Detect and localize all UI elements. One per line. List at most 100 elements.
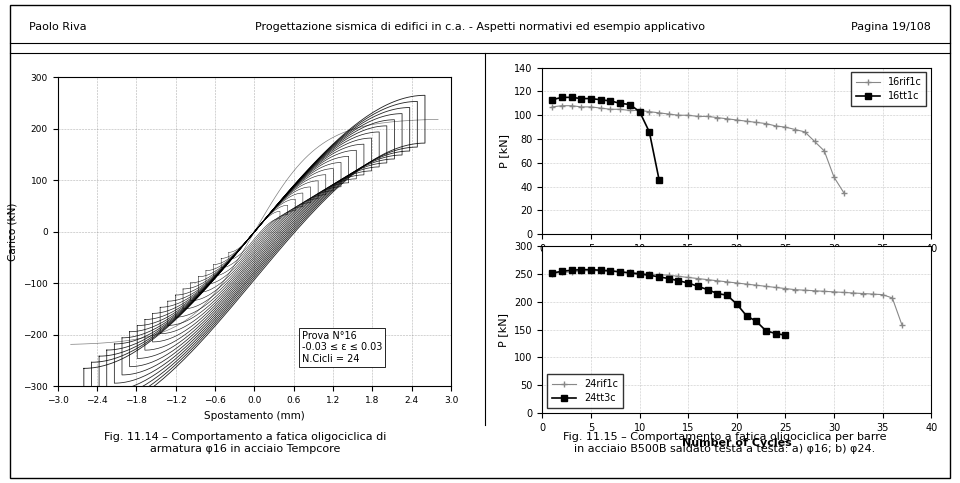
24tt3c — [760, 328, 772, 334]
Text: Pagina 19/108: Pagina 19/108 — [852, 22, 931, 31]
16rif1c — [702, 114, 713, 119]
24rif1c — [751, 282, 762, 288]
16rif1c — [634, 108, 645, 114]
24rif1c — [876, 292, 888, 298]
24rif1c — [556, 270, 567, 275]
24rif1c — [808, 288, 820, 294]
Line: 24tt3c: 24tt3c — [549, 267, 788, 338]
16tt1c — [565, 95, 577, 100]
16tt1c — [575, 96, 587, 101]
X-axis label: Number of Cycles: Number of Cycles — [682, 259, 792, 270]
24rif1c — [780, 285, 791, 291]
24rif1c — [886, 295, 898, 301]
24rif1c — [702, 277, 713, 283]
16rif1c — [663, 111, 675, 117]
16tt1c — [586, 96, 597, 101]
24rif1c — [624, 270, 636, 275]
16tt1c — [556, 95, 567, 100]
16rif1c — [760, 121, 772, 127]
24tt3c — [653, 274, 664, 280]
24rif1c — [565, 269, 577, 275]
24tt3c — [624, 270, 636, 276]
24rif1c — [683, 274, 694, 280]
16tt1c — [546, 97, 558, 103]
24rif1c — [848, 290, 859, 296]
24rif1c — [867, 291, 878, 297]
24tt3c — [565, 267, 577, 273]
Text: Progettazione sismica di edifici in c.a. - Aspetti normativi ed esempio applicat: Progettazione sismica di edifici in c.a.… — [255, 22, 705, 31]
16rif1c — [614, 106, 626, 112]
16rif1c — [838, 190, 850, 196]
16rif1c — [565, 103, 577, 109]
24rif1c — [546, 270, 558, 276]
24tt3c — [721, 292, 732, 298]
X-axis label: Number of Cycles: Number of Cycles — [682, 438, 792, 448]
24tt3c — [711, 291, 723, 297]
16rif1c — [732, 117, 743, 123]
16tt1c — [614, 100, 626, 106]
16tt1c — [624, 101, 636, 107]
Legend: 24rif1c, 24tt3c: 24rif1c, 24tt3c — [547, 374, 623, 408]
Y-axis label: Carico (kN): Carico (kN) — [8, 203, 17, 261]
24rif1c — [711, 278, 723, 284]
16rif1c — [605, 106, 616, 112]
16tt1c — [605, 98, 616, 104]
24tt3c — [732, 301, 743, 307]
24rif1c — [838, 289, 850, 295]
24tt3c — [751, 318, 762, 324]
16rif1c — [683, 113, 694, 118]
24tt3c — [575, 267, 587, 272]
24tt3c — [683, 280, 694, 286]
16rif1c — [819, 148, 830, 154]
16rif1c — [741, 118, 753, 124]
16rif1c — [643, 109, 655, 114]
16rif1c — [808, 139, 820, 144]
24tt3c — [634, 271, 645, 277]
Line: 24rif1c: 24rif1c — [549, 268, 905, 328]
16rif1c — [575, 104, 587, 110]
24rif1c — [741, 281, 753, 287]
24rif1c — [828, 289, 840, 295]
16tt1c — [634, 109, 645, 114]
24rif1c — [770, 284, 781, 290]
24rif1c — [721, 279, 732, 285]
24rif1c — [643, 271, 655, 277]
Legend: 16rif1c, 16tt1c: 16rif1c, 16tt1c — [851, 72, 926, 106]
24rif1c — [799, 287, 810, 293]
24tt3c — [770, 331, 781, 337]
16rif1c — [828, 174, 840, 180]
16rif1c — [673, 113, 684, 118]
16rif1c — [595, 105, 607, 111]
24rif1c — [857, 291, 869, 297]
16rif1c — [780, 124, 791, 130]
16tt1c — [643, 129, 655, 135]
16rif1c — [586, 104, 597, 110]
24rif1c — [732, 280, 743, 286]
16tt1c — [653, 177, 664, 183]
Text: Paolo Riva: Paolo Riva — [29, 22, 86, 31]
24rif1c — [760, 284, 772, 289]
24rif1c — [634, 270, 645, 276]
24rif1c — [605, 269, 616, 274]
16rif1c — [624, 108, 636, 114]
24rif1c — [692, 276, 704, 282]
16rif1c — [789, 127, 801, 132]
24tt3c — [741, 313, 753, 319]
16rif1c — [711, 114, 723, 120]
24tt3c — [780, 332, 791, 338]
24rif1c — [897, 322, 908, 328]
Text: Fig. 11.15 – Comportamento a fatica oligociclica per barre
in acciaio B500B sald: Fig. 11.15 – Comportamento a fatica olig… — [564, 432, 886, 454]
24rif1c — [789, 287, 801, 293]
Line: 16rif1c: 16rif1c — [549, 103, 847, 196]
24tt3c — [595, 267, 607, 273]
24tt3c — [546, 270, 558, 276]
24rif1c — [663, 272, 675, 278]
16rif1c — [692, 114, 704, 119]
24tt3c — [702, 287, 713, 293]
24rif1c — [819, 288, 830, 294]
24rif1c — [653, 272, 664, 278]
24tt3c — [586, 267, 597, 272]
24rif1c — [575, 268, 587, 274]
16rif1c — [751, 119, 762, 125]
24tt3c — [643, 272, 655, 278]
